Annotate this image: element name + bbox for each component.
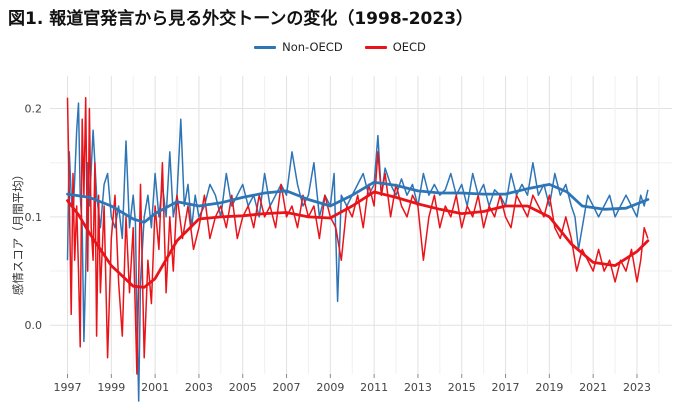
axes: 0.0 0.1 0.2 1997 1999 2001 2003 2005 2007 2009 201…	[25, 103, 651, 394]
legend-item-non-oecd: Non-OECD	[254, 40, 343, 54]
trend-line-oecd	[66, 190, 650, 289]
y-tick-label: 0.2	[25, 103, 43, 116]
series-line-non-oecd	[66, 102, 649, 402]
x-tick-label: 1999	[97, 381, 125, 394]
x-tick-label: 2015	[448, 381, 476, 394]
series-layer	[66, 96, 650, 402]
x-tick-label: 2007	[273, 381, 301, 394]
legend-label-non-oecd: Non-OECD	[282, 40, 343, 54]
x-tick-label: 2009	[316, 381, 344, 394]
legend-swatch-non-oecd	[254, 45, 277, 49]
legend: Non-OECD OECD	[0, 40, 680, 54]
x-tick-label: 2013	[404, 381, 432, 394]
chart-title: 図1. 報道官発言から見る外交トーンの変化（1998-2023）	[8, 9, 474, 29]
x-tick-label: 2017	[492, 381, 520, 394]
x-tick-label: 2019	[535, 381, 563, 394]
series-line-oecd	[66, 96, 649, 375]
legend-swatch-oecd	[364, 45, 387, 49]
x-tick-label: 2011	[360, 381, 388, 394]
x-tick-label: 2023	[623, 381, 651, 394]
y-tick-label: 0.1	[25, 211, 43, 224]
legend-label-oecd: OECD	[392, 40, 426, 54]
x-tick-label: 2001	[141, 381, 169, 394]
x-tick-label: 2005	[229, 381, 257, 394]
y-axis-label: 感情スコア（月間平均）	[11, 169, 25, 296]
y-tick-label: 0.0	[25, 319, 43, 332]
x-tick-label: 2021	[579, 381, 607, 394]
legend-item-oecd: OECD	[364, 40, 426, 54]
trend-line-non-oecd	[66, 180, 650, 224]
x-tick-label: 1997	[54, 381, 82, 394]
x-tick-label: 2003	[185, 381, 213, 394]
